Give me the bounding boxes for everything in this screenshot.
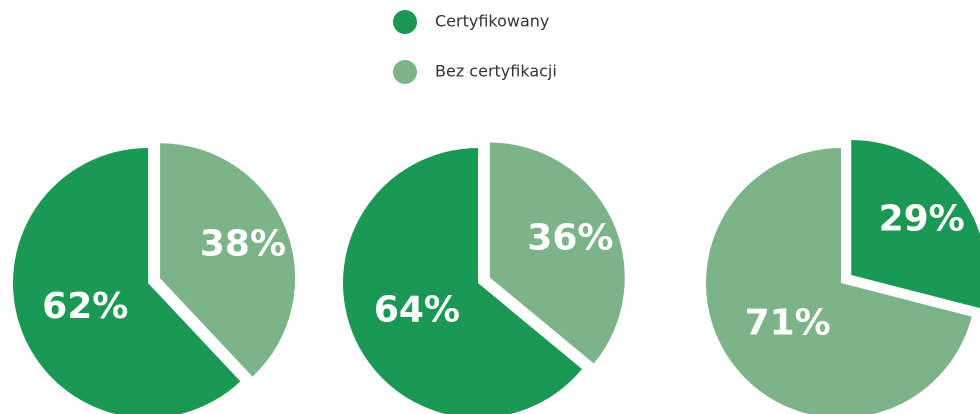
data-label: 36%	[527, 218, 613, 259]
legend-swatch	[393, 60, 417, 84]
legend-label: Certyfikowany	[435, 12, 549, 31]
pie-slice	[160, 143, 296, 377]
data-label: 29%	[879, 198, 965, 239]
legend-label: Bez certyfikacji	[435, 62, 557, 81]
data-label: 62%	[42, 286, 128, 327]
data-label: 38%	[200, 223, 286, 264]
pie-slice	[343, 148, 583, 414]
legend-swatch	[393, 10, 417, 34]
pie-slice	[13, 148, 241, 414]
pie-slice	[489, 142, 625, 364]
pie-slice	[851, 140, 980, 309]
pie-slice	[706, 148, 972, 414]
data-label: 71%	[745, 302, 831, 343]
data-label: 64%	[374, 290, 460, 331]
